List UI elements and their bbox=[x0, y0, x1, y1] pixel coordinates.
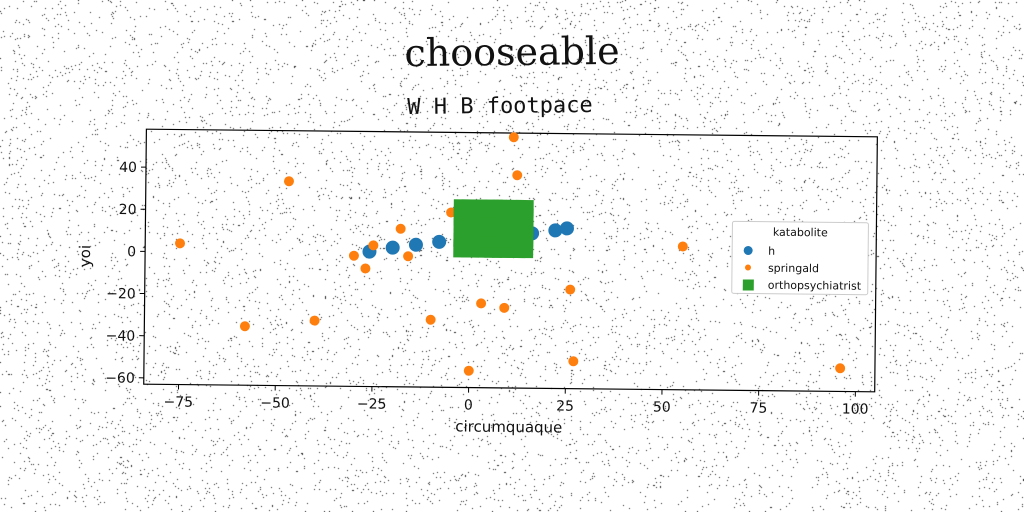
x-axis-label: circumquaque bbox=[455, 417, 562, 436]
point-springald-6 bbox=[368, 240, 379, 251]
legend-label-orthopsychiatrist: orthopsychiatrist bbox=[768, 279, 862, 293]
x-tick-label: −50 bbox=[260, 395, 290, 411]
legend-label-springald: springald bbox=[768, 262, 819, 276]
legend-marker-springald bbox=[744, 264, 751, 271]
y-tick-label: −60 bbox=[105, 370, 135, 386]
point-springald-9 bbox=[425, 314, 436, 325]
legend-marker-orthopsychiatrist bbox=[742, 279, 754, 291]
point-springald-12 bbox=[476, 298, 487, 309]
point-springald-0 bbox=[175, 238, 186, 249]
y-axis: −60 −40 −20 0 20 40 bbox=[105, 160, 147, 387]
y-axis-label: yoi bbox=[76, 245, 94, 267]
legend-marker-h bbox=[743, 245, 753, 255]
x-tick-label: 100 bbox=[842, 401, 869, 417]
point-h-2 bbox=[408, 237, 423, 252]
x-tick-label: 0 bbox=[464, 398, 473, 414]
y-tick-label: −40 bbox=[106, 328, 136, 344]
point-springald-5 bbox=[360, 263, 371, 274]
point-h-1 bbox=[385, 240, 400, 255]
point-springald-2 bbox=[283, 176, 294, 187]
point-springald-10 bbox=[446, 207, 457, 218]
point-springald-1 bbox=[239, 321, 250, 332]
y-tick-label: 20 bbox=[119, 202, 137, 218]
data-marks bbox=[175, 132, 846, 376]
point-h-3 bbox=[432, 234, 447, 249]
x-tick-label: −25 bbox=[357, 396, 387, 412]
point-springald-8 bbox=[403, 251, 414, 262]
point-springald-19 bbox=[677, 241, 688, 252]
point-h-9 bbox=[559, 221, 574, 236]
point-orthopsychiatrist-44 bbox=[515, 199, 534, 219]
x-tick-label: 50 bbox=[653, 400, 671, 416]
point-springald-7 bbox=[395, 223, 406, 234]
x-tick-label: −75 bbox=[163, 394, 193, 410]
point-springald-11 bbox=[463, 365, 474, 376]
point-springald-16 bbox=[512, 170, 523, 181]
x-axis: −75 −50 −25 0 25 50 75 100 bbox=[163, 384, 869, 418]
point-springald-14 bbox=[499, 302, 510, 313]
point-h-8 bbox=[548, 223, 563, 238]
point-springald-4 bbox=[348, 250, 359, 261]
point-springald-18 bbox=[568, 356, 579, 367]
x-tick-label: 25 bbox=[556, 398, 574, 414]
y-tick-label: 40 bbox=[119, 160, 137, 176]
legend-box bbox=[731, 220, 869, 296]
point-springald-3 bbox=[309, 315, 320, 326]
x-tick-label: 75 bbox=[749, 401, 767, 417]
y-tick-label: −20 bbox=[106, 286, 136, 302]
legend: katabolite h springald orthopsychiatrist bbox=[731, 220, 869, 296]
point-springald-17 bbox=[565, 284, 576, 295]
point-springald-20 bbox=[835, 363, 846, 374]
legend-label-h: h bbox=[768, 245, 775, 258]
y-tick-label: 0 bbox=[127, 244, 136, 260]
point-springald-15 bbox=[508, 132, 519, 143]
legend-title: katabolite bbox=[773, 226, 828, 240]
